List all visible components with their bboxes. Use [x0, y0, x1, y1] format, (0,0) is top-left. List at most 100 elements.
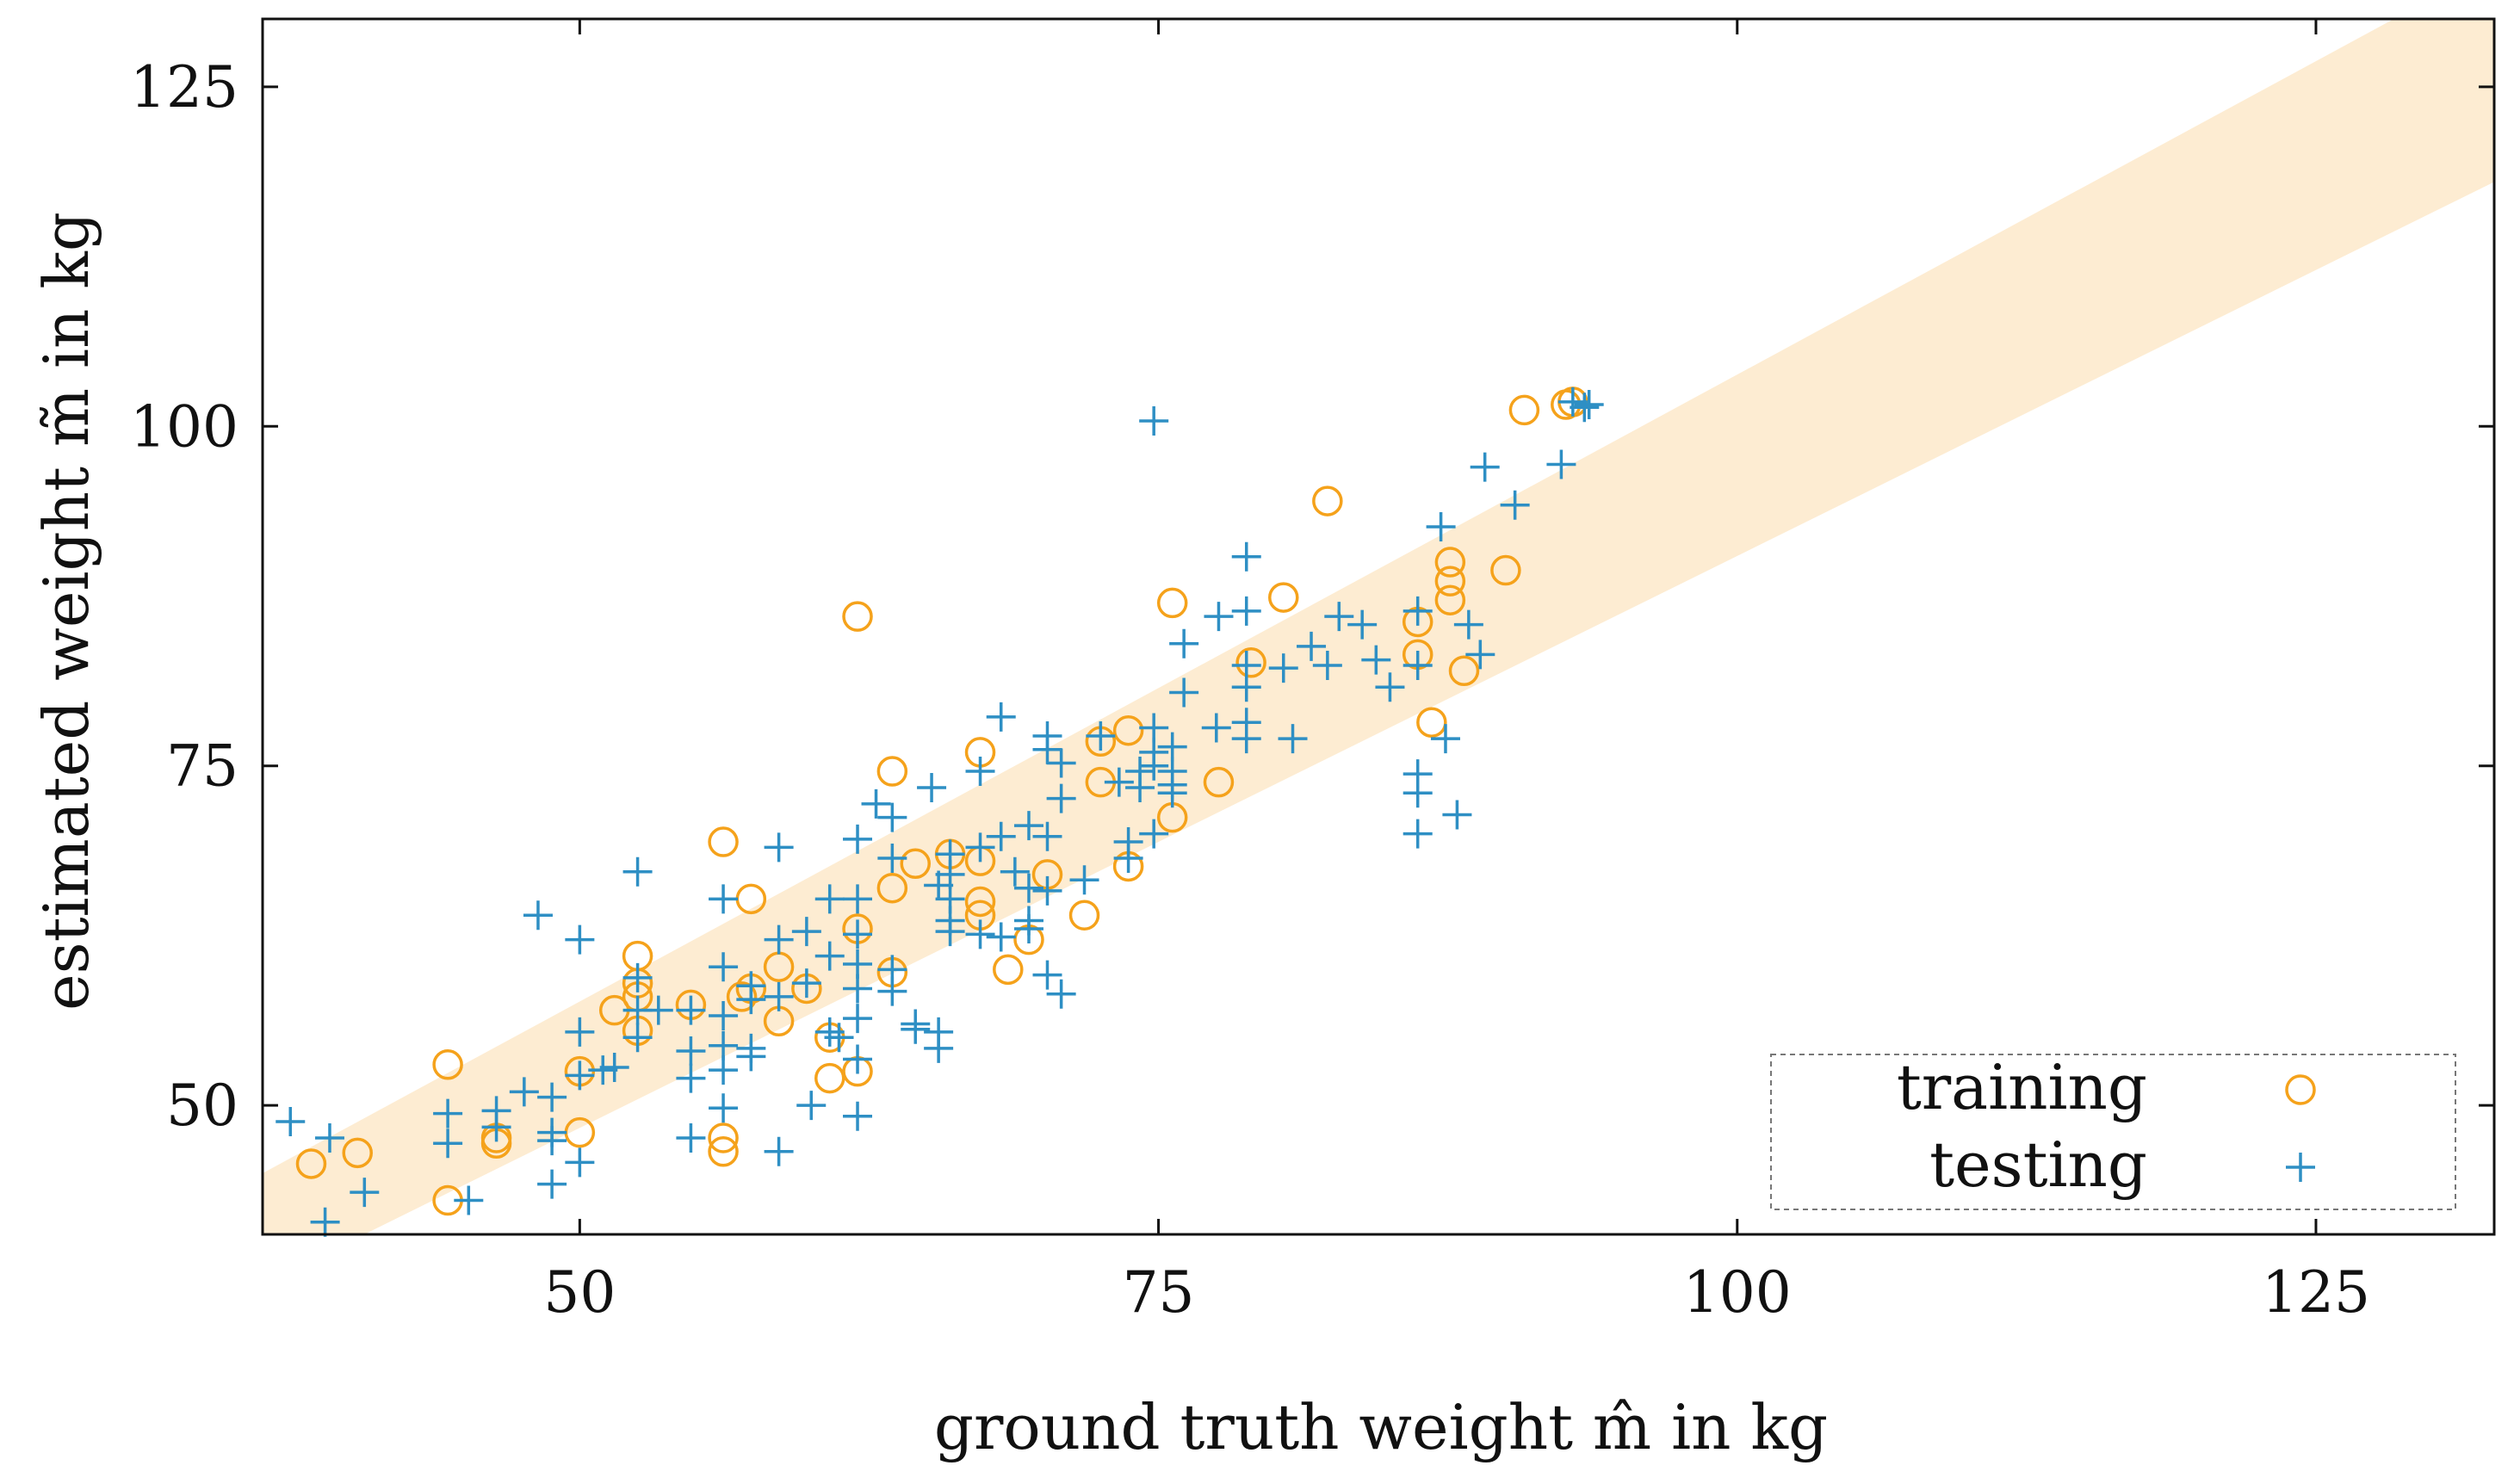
testing-point-134 [1430, 724, 1460, 754]
testing-point-5 [433, 1128, 463, 1159]
testing-point-55 [843, 974, 873, 1004]
legend: training testing [1770, 1051, 2456, 1210]
testing-point-141 [1557, 386, 1588, 417]
tolerance-band-layer [263, 19, 2494, 1234]
testing-point-115 [1231, 596, 1261, 626]
training-point-14 [708, 1136, 739, 1167]
testing-point-8 [481, 1096, 511, 1126]
testing-point-25 [643, 995, 673, 1025]
testing-point-89 [1032, 875, 1062, 906]
testing-point-9 [509, 1077, 539, 1107]
training-point-46 [1156, 587, 1188, 619]
x-tick-label: 50 [543, 1259, 616, 1326]
testing-point-3 [350, 1178, 380, 1208]
training-point-53 [1416, 707, 1447, 738]
training-point-37 [993, 954, 1024, 986]
tolerance-band [263, 19, 2494, 1234]
testing-point-85 [1013, 914, 1043, 944]
testing-point-63 [877, 976, 907, 1006]
testing-point-54 [843, 949, 873, 980]
training-point-1 [342, 1137, 373, 1169]
testing-point-48 [814, 941, 845, 971]
testing-point-121 [1278, 724, 1308, 754]
testing-point-112 [1201, 713, 1231, 743]
testing-point-44 [791, 917, 821, 947]
testing-point-136 [1453, 609, 1483, 640]
testing-point-17 [565, 1060, 595, 1091]
testing-point-11 [537, 1082, 567, 1112]
testing-point-76 [965, 832, 995, 863]
testing-point-142 [1574, 390, 1604, 420]
testing-point-87 [1032, 734, 1062, 764]
training-point-15 [708, 1122, 739, 1153]
testing-point-22 [622, 962, 653, 992]
testing-point-69 [924, 1033, 954, 1063]
testing-point-105 [1139, 819, 1169, 849]
testing-point-16 [565, 1017, 595, 1047]
testing-point-29 [676, 1122, 706, 1153]
x-axis-title: ground truth weight m̂ in kg [934, 1391, 1828, 1463]
testing-point-139 [1500, 490, 1530, 520]
testing-point-47 [814, 884, 845, 914]
testing-point-123 [1312, 650, 1342, 680]
testing-point-43 [764, 1136, 794, 1166]
legend-box [1770, 1054, 2456, 1210]
testing-point-100 [1125, 772, 1155, 802]
plot-frame [261, 17, 2496, 1236]
testing-point-88 [1032, 821, 1062, 851]
testing-point-140 [1570, 393, 1600, 423]
testing-point-132 [1403, 819, 1433, 849]
testing-point-10 [523, 900, 553, 931]
testing-point-83 [1013, 873, 1043, 903]
testing-point-58 [843, 1101, 873, 1131]
testing-point-131 [1403, 778, 1433, 808]
x-tick-label: 125 [2262, 1259, 2370, 1326]
training-point-54 [1434, 584, 1466, 615]
testing-point-15 [565, 924, 595, 955]
testing-point-95 [1086, 721, 1116, 751]
testing-point-82 [1013, 811, 1043, 841]
testing-point-122 [1297, 631, 1327, 661]
testing-point-51 [843, 824, 873, 854]
legend-testing-plus [2286, 1153, 2315, 1182]
testing-point-93 [1046, 979, 1076, 1009]
testing-point-21 [622, 856, 653, 887]
testing-point-133 [1426, 512, 1456, 542]
testing-point-66 [917, 772, 947, 802]
testing-point-75 [965, 757, 995, 787]
testing-point-106 [1157, 732, 1187, 762]
training-point-47 [1203, 766, 1235, 798]
legend-training-label: training [1897, 1051, 2147, 1123]
testing-point-127 [1375, 672, 1405, 702]
testing-point-137 [1465, 640, 1495, 670]
training-point-19 [735, 883, 767, 915]
y-tick-label: 100 [130, 393, 238, 460]
testing-point-90 [1032, 960, 1062, 990]
testing-point-14 [537, 1169, 567, 1199]
legend-testing-marker [2286, 1153, 2315, 1182]
x-tick-label: 100 [1683, 1259, 1792, 1326]
testing-point-120 [1268, 653, 1298, 683]
y-tick-label: 125 [130, 54, 238, 121]
testing-point-119 [1231, 724, 1261, 754]
testing-point-128 [1403, 596, 1433, 626]
points-layer [276, 386, 1604, 1237]
testing-point-39 [736, 1042, 766, 1072]
testing-point-30 [709, 884, 739, 914]
testing-point-61 [877, 843, 907, 873]
testing-point-27 [676, 1036, 706, 1067]
testing-point-1 [314, 1122, 344, 1153]
testing-point-56 [843, 1004, 873, 1034]
testing-point-135 [1442, 800, 1472, 830]
testing-point-18 [565, 1147, 595, 1178]
testing-point-34 [709, 1055, 739, 1085]
y-tick-label: 50 [166, 1073, 238, 1139]
testing-point-31 [709, 952, 739, 982]
testing-point-40 [764, 832, 794, 863]
testing-point-80 [986, 922, 1016, 952]
testing-point-65 [901, 1014, 931, 1044]
testing-point-0 [276, 1107, 306, 1137]
testing-point-113 [1204, 602, 1234, 632]
testing-point-101 [1139, 405, 1169, 436]
